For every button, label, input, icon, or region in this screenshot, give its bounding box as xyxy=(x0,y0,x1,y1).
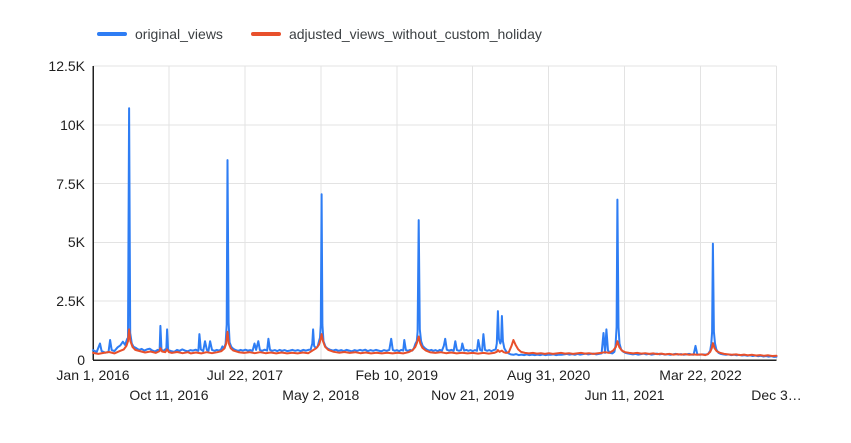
legend-item-original_views[interactable]: original_views xyxy=(97,26,223,42)
legend: original_views adjusted_views_without_cus… xyxy=(97,26,542,42)
legend-swatch-icon xyxy=(250,32,281,36)
legend-label: original_views xyxy=(135,26,223,42)
legend-item-adjusted_views_without_custom_holiday[interactable]: adjusted_views_without_custom_holiday xyxy=(250,26,542,42)
series-line-original_views[interactable] xyxy=(92,107,778,358)
series-line-adjusted_views_without_custom_holiday[interactable] xyxy=(92,328,778,357)
legend-label: adjusted_views_without_custom_holiday xyxy=(288,26,542,42)
legend-swatch-icon xyxy=(97,32,127,36)
